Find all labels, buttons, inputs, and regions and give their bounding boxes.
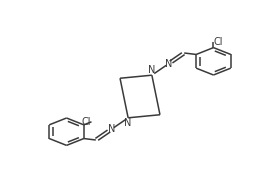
Text: N: N (124, 118, 132, 128)
Text: N: N (108, 124, 115, 134)
Text: N: N (165, 59, 172, 69)
Text: N: N (148, 65, 156, 75)
Text: Cl: Cl (214, 36, 223, 47)
Text: Cl: Cl (82, 117, 91, 127)
